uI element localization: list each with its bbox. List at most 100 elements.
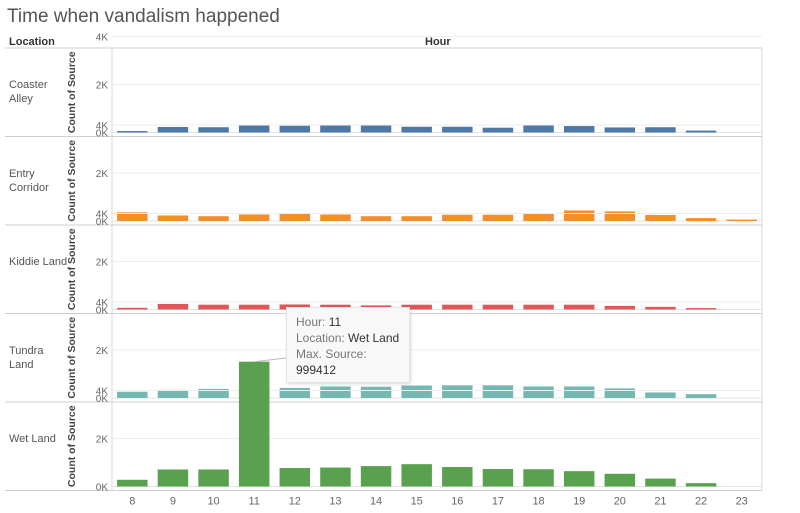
x-tick-label: 8 [129,496,135,508]
bar [157,215,189,221]
tooltip-max-value: 999412 [296,363,337,377]
bar [279,304,311,310]
y-tick-label: 2K [96,346,109,357]
bar [563,471,595,487]
bar [604,127,636,133]
x-tick-label: 13 [329,496,341,508]
hour-header: Hour [425,36,451,48]
bar [238,125,270,133]
bar [238,361,270,487]
tooltip-location-label: Location: [296,331,345,345]
y-tick-label: 0K [96,394,109,405]
tooltip-max-label: Max. Source: [296,347,367,361]
bar [238,214,270,221]
bar [645,127,676,133]
bar [604,388,636,398]
bar [482,214,514,221]
bar [198,127,229,133]
y-axis-title: Count of Source [66,140,78,222]
bar [157,126,189,133]
bar [157,389,189,398]
bar [279,125,311,133]
bar [685,394,717,398]
x-tick-label: 16 [451,496,463,508]
bar [726,219,757,221]
y-tick-label: 2K [96,435,109,446]
bar [360,125,392,133]
bar [117,131,148,133]
bar [563,126,595,133]
bar [523,213,554,221]
y-tick-label: 4K [96,33,109,44]
bar [442,214,473,221]
bar [401,385,432,398]
bar [320,214,351,221]
bar [157,469,189,487]
y-tick-label: 0K [96,483,109,494]
bar [279,387,311,398]
x-tick-label: 11 [248,496,259,508]
x-tick-label: 15 [411,496,423,508]
bar [117,479,148,487]
bar [320,467,351,487]
location-label: Wet Land [9,433,56,446]
location-header: Location [9,36,55,48]
x-tick-label: 9 [170,496,176,508]
bar [523,125,554,133]
bar [279,213,311,221]
x-tick-label: 14 [370,496,382,508]
location-label: Entry Corridor [9,167,49,194]
bar [117,307,148,310]
y-tick-label: 2K [96,169,109,180]
bar [645,215,676,221]
y-axis-title: Count of Source [66,228,78,310]
bar [198,216,229,221]
bar [685,130,717,133]
tooltip-hour-label: Hour: [296,315,326,329]
bar [442,126,473,133]
bar [523,469,554,487]
bar [117,212,148,221]
bar [482,468,514,487]
x-tick-label: 17 [492,496,504,508]
bar [238,304,270,310]
chart-title: Time when vandalism happened [7,6,280,27]
bar [198,469,229,487]
bar [442,304,473,310]
bar [563,210,595,221]
tooltip-hour-value: 11 [328,315,342,329]
tooltip-location-value: Wet Land [348,331,400,345]
y-tick-label: 4K [96,298,109,309]
bar [482,127,514,133]
y-tick-label: 2K [96,81,109,92]
x-tick-label: 20 [614,496,626,508]
bar [685,483,717,487]
bar [645,392,676,398]
y-axis-title: Count of Source [66,405,78,487]
bar [360,466,392,487]
x-tick-label: 18 [532,496,544,508]
bar [198,388,229,398]
bar [482,304,514,310]
y-tick-label: 4K [96,387,109,398]
tooltip-pointer [254,357,287,363]
bar [401,216,432,221]
x-tick-label: 19 [573,496,585,508]
y-axis-title: Count of Source [66,51,78,133]
location-label: Tundra Land [9,344,44,371]
x-tick-label: 22 [695,496,707,508]
location-label: Kiddie Land [9,256,68,269]
y-axis-title: Count of Source [66,317,78,399]
bar [117,391,148,398]
x-tick-label: 23 [736,496,748,508]
x-tick-label: 10 [207,496,219,508]
y-tick-label: 4K [96,121,109,132]
y-tick-label: 4K [96,210,109,221]
location-label: Coaster Alley [9,79,48,106]
x-tick-label: 21 [654,496,666,508]
bar [401,304,432,310]
x-tick-label: 12 [289,496,301,508]
bar [645,306,676,310]
bar [279,468,311,487]
y-tick-label: 0K [96,217,109,228]
